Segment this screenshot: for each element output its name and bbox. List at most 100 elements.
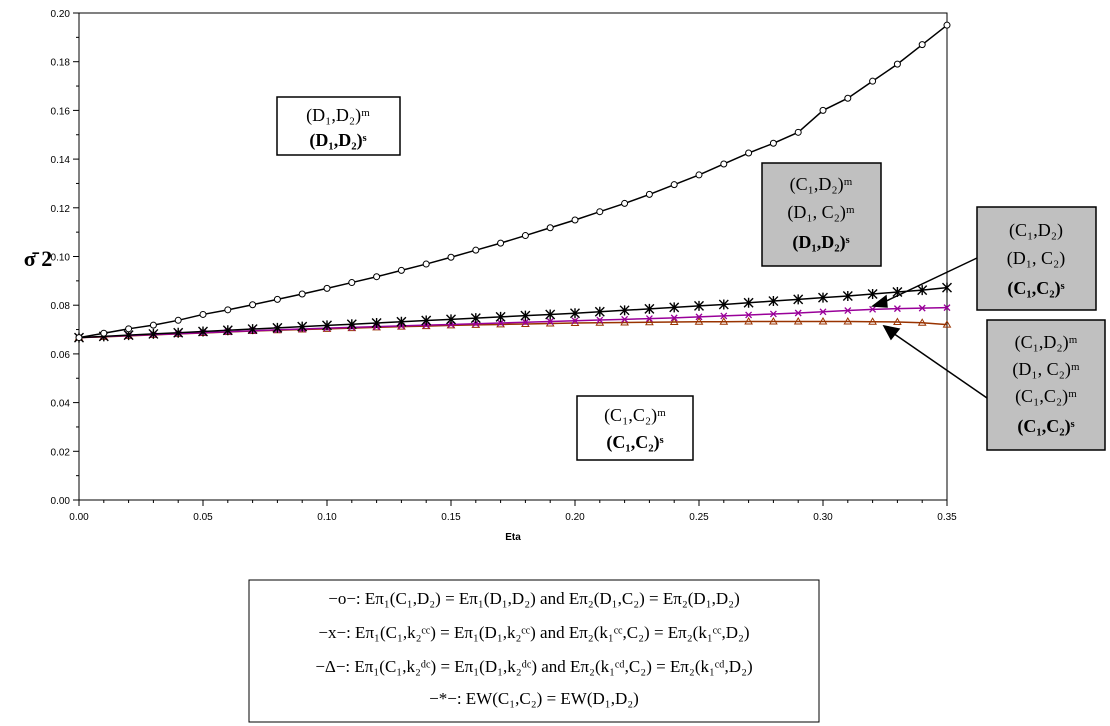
series-circle: [75, 21, 951, 342]
data-point-circle: [373, 273, 381, 281]
data-point-triangle: [769, 317, 778, 325]
data-point-circle: [249, 301, 257, 309]
annotation-grey-2-line2: (D₁, C₂): [1007, 248, 1066, 269]
legend: −o−: Eπ₁(C₁,D₂) = Eπ₁(D₁,D₂) and Eπ₂(D₁,…: [248, 579, 820, 723]
arrow-grey3-line: [889, 330, 988, 399]
data-point-triangle: [719, 317, 729, 325]
data-point-asterisk: [222, 325, 233, 336]
y-tick-label: 0.08: [51, 301, 71, 312]
data-point-asterisk: [644, 303, 655, 314]
x-tick-label: 0.30: [813, 512, 833, 523]
data-point-asterisk: [793, 294, 804, 305]
data-point-asterisk: [247, 324, 258, 335]
annotation-grey-3-line4: (C₁,C₂)ˢ: [1017, 416, 1074, 437]
data-point-circle: [100, 329, 108, 337]
data-point-x: [943, 304, 951, 312]
x-tick-label: 0.20: [565, 512, 585, 523]
data-point-triangle: [818, 317, 828, 325]
data-point-asterisk: [396, 316, 407, 327]
series-line-x: [78, 306, 948, 339]
data-point-circle: [149, 321, 157, 329]
arrow-grey2-head: [870, 294, 888, 308]
data-point-x: [645, 315, 653, 323]
annotation-d1d2: (D₁,D₂)ᵐ (D₁,D₂)ˢ: [276, 96, 401, 156]
data-point-x: [918, 304, 926, 312]
data-point-circle: [794, 128, 802, 136]
data-point-circle: [819, 106, 827, 114]
data-point-asterisk: [545, 309, 556, 320]
data-point-asterisk: [818, 292, 828, 303]
data-point-circle: [769, 139, 777, 147]
annotation-d1d2-line1: (D₁,D₂)ᵐ: [306, 105, 370, 126]
data-point-circle: [720, 160, 728, 168]
annotation-c1c2-line2: (C₁,C₂)ˢ: [606, 432, 663, 453]
data-point-circle: [893, 60, 901, 68]
annotation-c1c2-line1: (C₁,C₂)ᵐ: [604, 405, 666, 426]
series-line-circle: [78, 24, 948, 339]
data-point-x: [893, 305, 901, 313]
data-point-triangle: [917, 318, 927, 326]
data-point-circle: [273, 295, 281, 303]
data-point-x: [447, 320, 455, 328]
legend-row-2: −x−: Eπ₁(C₁,k₂ᶜᶜ) = Eπ₁(D₁,k₂ᶜᶜ) and Eπ₂…: [318, 623, 749, 642]
data-point-circle: [348, 279, 356, 287]
data-point-asterisk: [619, 305, 630, 316]
data-point-asterisk: [743, 297, 754, 308]
annotation-grey-1-line3: (D₁,D₂)ˢ: [792, 232, 849, 253]
data-point-triangle: [843, 317, 853, 325]
axes: 0.00 0.05 0.10 0.15 0.20 0.25 0.30 0.35 0.00 0.02…: [51, 9, 958, 523]
y-tick-label: 0.18: [51, 58, 71, 69]
data-point-circle: [497, 239, 505, 247]
data-point-asterisk: [470, 313, 481, 324]
annotation-grey-3: (C₁,D₂)ᵐ (D₁, C₂)ᵐ (C₁,C₂)ᵐ (C₁,C₂)ˢ: [986, 319, 1106, 451]
data-point-asterisk: [520, 310, 531, 321]
data-point-circle: [224, 306, 232, 314]
data-point-asterisk: [495, 311, 506, 322]
data-point-x: [546, 318, 554, 325]
data-point-x: [819, 308, 827, 316]
annotation-grey-1: (C₁,D₂)ᵐ (D₁, C₂)ᵐ (D₁,D₂)ˢ: [761, 162, 882, 267]
data-point-x: [596, 316, 604, 324]
data-point-x: [794, 309, 802, 317]
data-point-circle: [125, 325, 133, 333]
y-tick-label: 0.06: [51, 350, 71, 361]
data-point-x: [670, 314, 678, 322]
x-tick-label: 0.15: [441, 512, 461, 523]
data-point-asterisk: [768, 296, 779, 307]
annotation-d1d2-line2: (D₁,D₂)ˢ: [309, 130, 366, 151]
data-point-asterisk: [322, 320, 332, 331]
data-point-circle: [571, 216, 579, 224]
x-tick-label: 0.10: [317, 512, 337, 523]
data-point-triangle: [793, 317, 803, 325]
data-point-asterisk: [867, 288, 878, 299]
y-tick-label: 0.02: [51, 447, 71, 458]
data-point-triangle: [868, 317, 877, 325]
y-tick-label: 0.14: [51, 155, 71, 166]
data-point-circle: [422, 260, 430, 268]
data-point-circle: [918, 41, 926, 49]
data-point-circle: [869, 77, 877, 85]
y-axis-label: σ̄ 2: [24, 246, 52, 271]
data-point-circle: [397, 266, 405, 274]
y-tick-label: 0.20: [51, 9, 71, 20]
annotation-grey-2-line1: (C₁,D₂): [1009, 220, 1063, 241]
data-point-circle: [745, 149, 753, 157]
annotation-grey-3-line3: (C₁,C₂)ᵐ: [1015, 386, 1077, 407]
x-axis-label: Eta: [505, 532, 521, 543]
y-tick-label: 0.04: [51, 399, 71, 410]
data-point-triangle: [744, 317, 753, 325]
arrow-grey2-line: [879, 257, 978, 305]
data-point-asterisk: [594, 306, 605, 317]
data-point-x: [769, 310, 777, 318]
y-tick-label: 0.16: [51, 106, 71, 117]
data-point-circle: [695, 171, 703, 179]
data-point-circle: [596, 208, 604, 216]
data-point-asterisk: [346, 319, 357, 330]
y-tick-label: 0.10: [51, 253, 71, 264]
data-point-asterisk: [446, 314, 456, 325]
data-point-circle: [645, 190, 653, 198]
annotation-grey-3-line1: (C₁,D₂)ᵐ: [1015, 332, 1078, 353]
annotation-grey-1-line2: (D₁, C₂)ᵐ: [787, 202, 855, 223]
data-point-asterisk: [148, 328, 159, 339]
